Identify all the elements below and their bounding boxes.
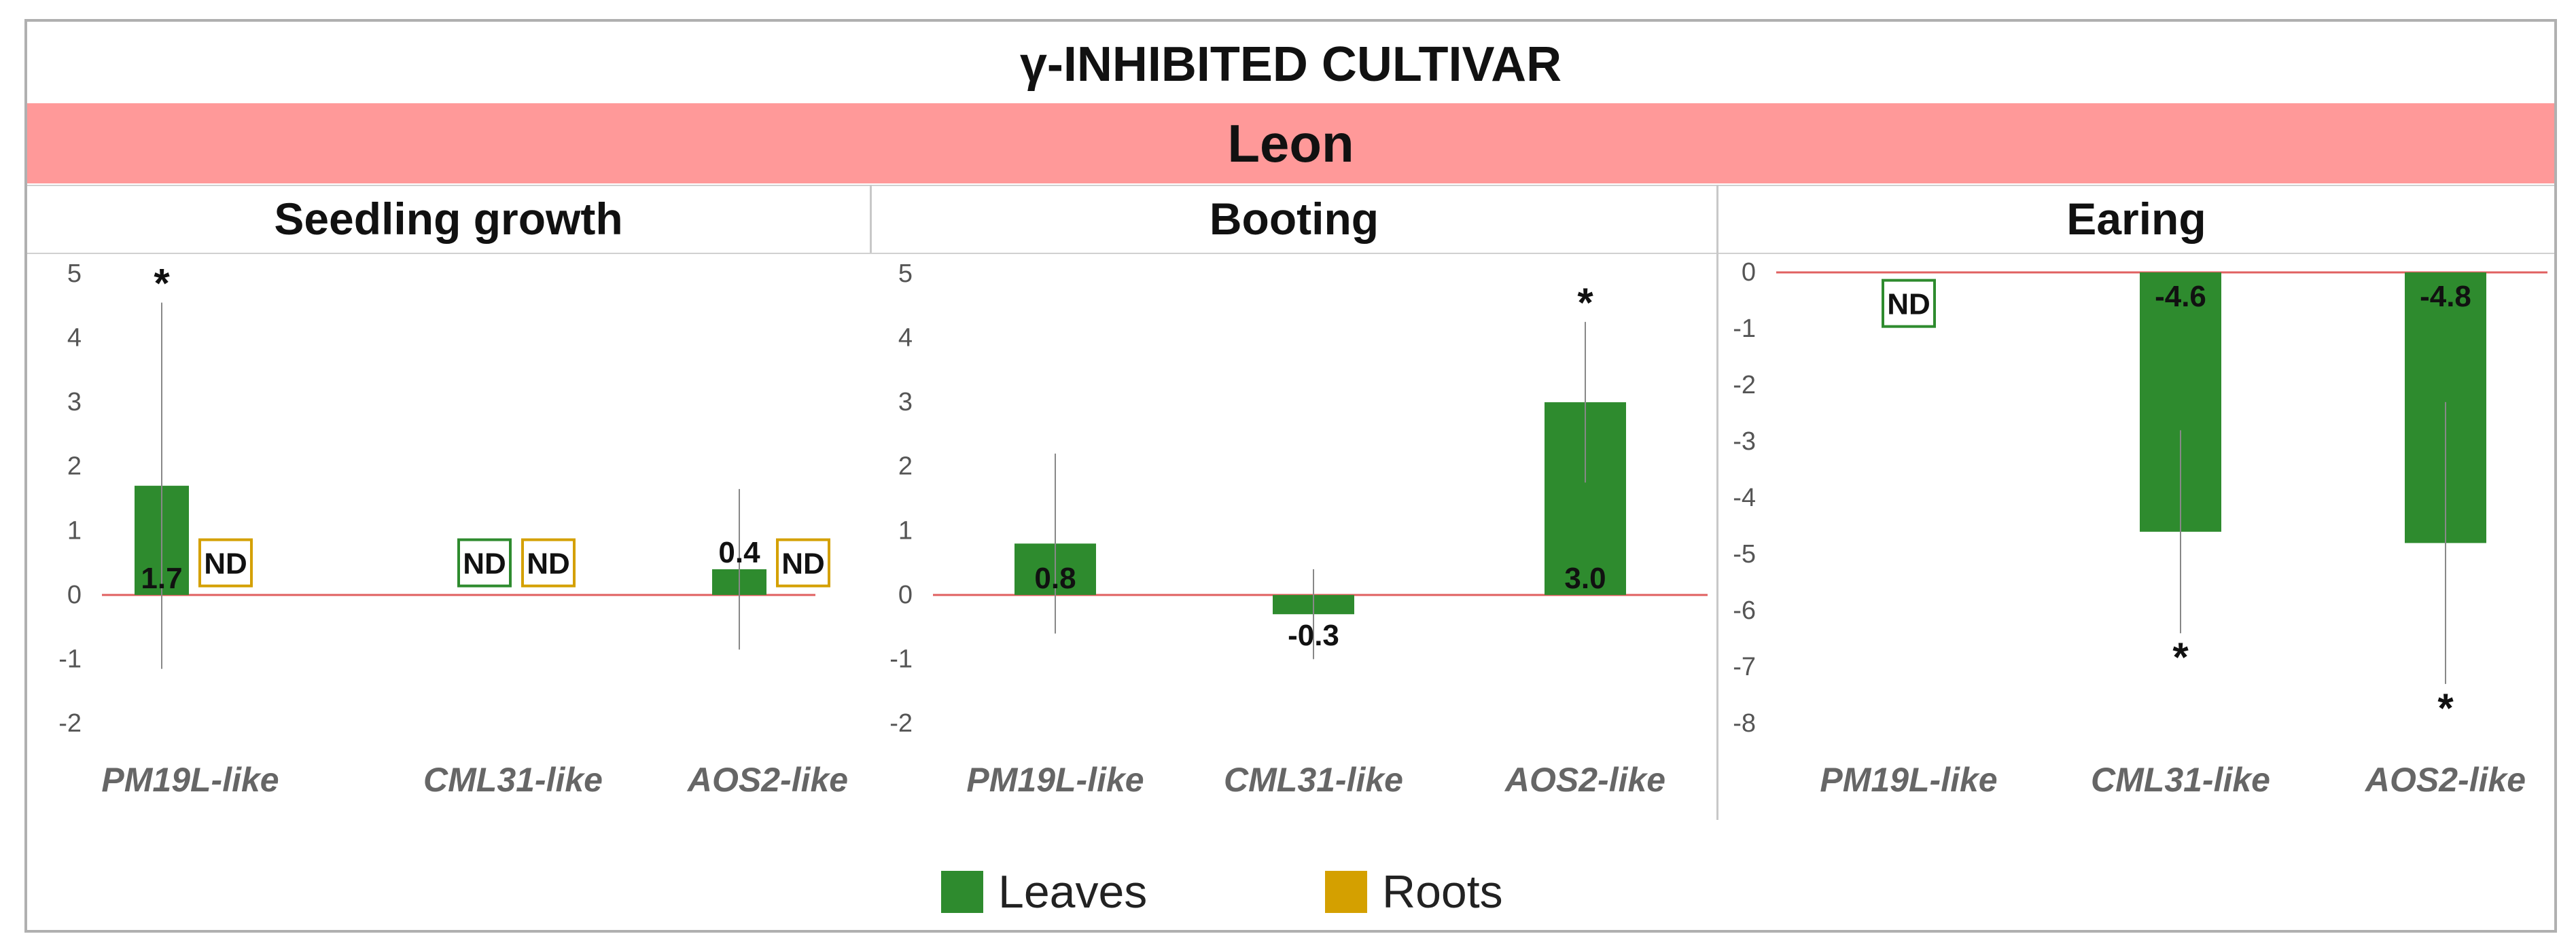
nd-box [521, 538, 576, 588]
stage-title-earing: Earing [2066, 194, 2206, 244]
y-tick-label: 2 [67, 452, 82, 481]
chart-booting: -2 -1 0 1 2 3 4 5 PM19L-like CML31-like AOS2-like 0… [889, 259, 1708, 799]
significance-marker: * [2172, 634, 2189, 680]
nd-label: ND [527, 548, 570, 581]
y-tick-label: -1 [1733, 315, 1756, 343]
x-category-label: PM19L-like [966, 761, 1144, 799]
chart-earing: -8 -7 -6 -5 -4 -3 -2 -1 0 PM19L-like CML31-like AOS… [1733, 258, 2547, 799]
y-tick-label: 1 [67, 516, 82, 545]
y-tick-label: 3 [67, 388, 82, 416]
nd-box [776, 538, 830, 588]
nd-box [1882, 279, 1936, 328]
y-tick-label: 1 [898, 516, 913, 545]
y-tick-label: 0 [898, 581, 913, 609]
y-tick-label: -3 [1733, 427, 1756, 456]
legend-swatch-leaves [941, 871, 983, 913]
bar-value-label: -0.3 [1288, 619, 1339, 652]
x-category-label: AOS2-like [2364, 761, 2526, 799]
y-tick-label: 3 [898, 388, 913, 416]
cultivar-band: Leon [27, 103, 2554, 183]
y-tick-label: 0 [1742, 258, 1756, 287]
y-tick-label: -8 [1733, 709, 1756, 738]
significance-marker: * [1577, 280, 1593, 325]
nd-label: ND [204, 548, 247, 581]
nd-label: ND [463, 548, 506, 581]
x-category-label: CML31-like [423, 761, 603, 799]
legend-label-leaves: Leaves [998, 866, 1148, 918]
y-tick-label: -2 [58, 709, 82, 738]
y-tick-label: -2 [1733, 371, 1756, 399]
x-category-label: PM19L-like [101, 761, 279, 799]
nd-box [198, 538, 253, 588]
nd-box [457, 538, 512, 588]
significance-marker: * [154, 261, 170, 306]
bar-value-label: -4.6 [2155, 280, 2206, 313]
nd-label: ND [781, 548, 825, 581]
x-category-label: CML31-like [1224, 761, 1403, 799]
significance-marker: * [2437, 685, 2454, 731]
y-tick-label: 0 [67, 581, 82, 609]
bar-value-label: 0.8 [1034, 562, 1076, 595]
y-tick-label: 5 [67, 259, 82, 288]
x-category-label: AOS2-like [1504, 761, 1665, 799]
bar-value-label: -4.8 [2420, 280, 2471, 313]
chart-seedling-growth: -2 -1 0 1 2 3 4 5 PM19L-like CML31-like AOS2-like *… [58, 259, 848, 799]
divider-top [27, 185, 2554, 186]
bar-value-label: 1.7 [141, 562, 182, 595]
y-tick-label: 4 [67, 324, 82, 353]
x-category-label: PM19L-like [1820, 761, 1997, 799]
y-tick-label: 2 [898, 452, 913, 481]
stage-title-seedling: Seedling growth [274, 194, 623, 244]
legend-leaves: Leaves [941, 861, 1147, 922]
bar-value-label: 3.0 [1564, 562, 1606, 595]
figure-frame [24, 19, 2557, 933]
y-tick-label: -6 [1733, 596, 1756, 625]
divider-stage-1 [870, 185, 872, 253]
y-tick-label: -4 [1733, 484, 1756, 512]
y-tick-label: -2 [889, 709, 913, 738]
y-tick-label: 5 [898, 259, 913, 288]
stage-title-booting: Booting [1209, 194, 1379, 244]
y-tick-label: -1 [889, 645, 913, 673]
cultivar-name: Leon [1227, 113, 1354, 173]
x-category-label: CML31-like [2091, 761, 2270, 799]
legend-label-roots: Roots [1382, 866, 1503, 918]
bar-value-label: 0.4 [718, 536, 760, 569]
divider-titles [27, 253, 2554, 254]
y-tick-label: -5 [1733, 540, 1756, 569]
x-category-label: AOS2-like [686, 761, 848, 799]
legend-swatch-roots [1325, 871, 1367, 913]
legend-roots: Roots [1325, 861, 1503, 922]
divider-stage-2 [1716, 185, 1718, 820]
y-tick-label: -1 [58, 645, 82, 673]
nd-label: ND [1887, 288, 1930, 321]
figure-title: γ-INHIBITED CULTIVAR [1019, 37, 1562, 92]
y-tick-label: 4 [898, 324, 913, 353]
y-tick-label: -7 [1733, 653, 1756, 681]
